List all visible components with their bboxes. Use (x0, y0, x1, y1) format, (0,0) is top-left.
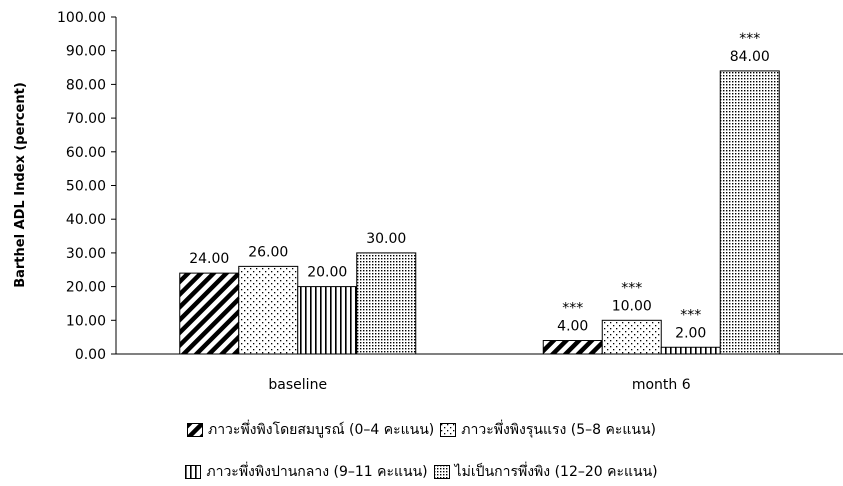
x-axis: baseline month 6 (116, 353, 843, 393)
data-label: 24.00 (189, 251, 229, 267)
bar (660, 346, 721, 355)
y-tick-label: 80.00 (66, 77, 106, 93)
legend-swatch (433, 465, 450, 479)
significance-marker: *** (739, 31, 760, 47)
y-tick-label: 60.00 (66, 145, 106, 161)
y-tick-label: 0.00 (75, 347, 106, 363)
legend-row: ภาวะพึ่งพิงปานกลาง (9–11 คะแนน) ไม่เป็นกา… (0, 461, 843, 483)
data-label: 30.00 (366, 231, 406, 247)
bar (179, 272, 240, 355)
significance-marker: *** (621, 280, 642, 296)
legend-item: ภาวะพึ่งพิงโดยสมบูรณ์ (0–4 คะแนน) (186, 419, 435, 441)
y-tick-label: 100.00 (57, 10, 106, 26)
bar (601, 319, 662, 355)
bar (542, 340, 603, 355)
y-tick-label: 70.00 (66, 111, 106, 127)
legend-swatch (186, 423, 203, 437)
data-label: 26.00 (248, 244, 288, 260)
y-axis: 0.00 10.00 20.00 30.00 40.00 50.00 60.00 70.00 8… (57, 10, 117, 363)
bar (297, 286, 358, 355)
data-label: 20.00 (307, 265, 347, 281)
legend-label: ไม่เป็นการพึ่งพิง (12–20 คะแนน) (454, 464, 658, 480)
y-tick-label: 10.00 (66, 313, 106, 329)
data-label: 84.00 (730, 49, 770, 65)
bar (356, 252, 417, 355)
data-label: 4.00 (557, 319, 588, 335)
legend-swatch (185, 465, 202, 479)
legend-label: ภาวะพึ่งพิงปานกลาง (9–11 คะแนน) (206, 464, 428, 480)
y-axis-label: Barthel ADL Index (percent) (13, 82, 28, 288)
data-label: 10.00 (612, 298, 652, 314)
legend-item: ภาวะพึ่งพิงปานกลาง (9–11 คะแนน) (185, 461, 428, 483)
x-tick-label: month 6 (632, 377, 691, 393)
bar (719, 70, 780, 355)
legend-item: ภาวะพึ่งพิงรุนแรง (5–8 คะแนน) (440, 419, 656, 441)
legend-label: ภาวะพึ่งพิงรุนแรง (5–8 คะแนน) (461, 422, 657, 438)
y-tick-label: 20.00 (66, 280, 106, 296)
y-tick-label: 30.00 (66, 246, 106, 262)
bars: 24.00 26.00 20.00 30.00 4.00 *** 10.00 *** 2.00 *… (179, 31, 780, 355)
significance-marker: *** (680, 307, 701, 323)
legend-row: ภาวะพึ่งพิงโดยสมบูรณ์ (0–4 คะแนน) ภาวะพึ่… (0, 419, 843, 441)
y-tick-label: 50.00 (66, 179, 106, 195)
bar (238, 265, 299, 355)
legend-swatch (440, 423, 457, 437)
significance-marker: *** (562, 301, 583, 317)
x-tick-label: baseline (268, 377, 327, 393)
legend-label: ภาวะพึ่งพิงโดยสมบูรณ์ (0–4 คะแนน) (207, 422, 435, 438)
data-label: 2.00 (675, 325, 706, 341)
y-tick-label: 40.00 (66, 212, 106, 228)
legend-item: ไม่เป็นการพึ่งพิง (12–20 คะแนน) (433, 461, 658, 483)
y-tick-label: 90.00 (66, 44, 106, 60)
